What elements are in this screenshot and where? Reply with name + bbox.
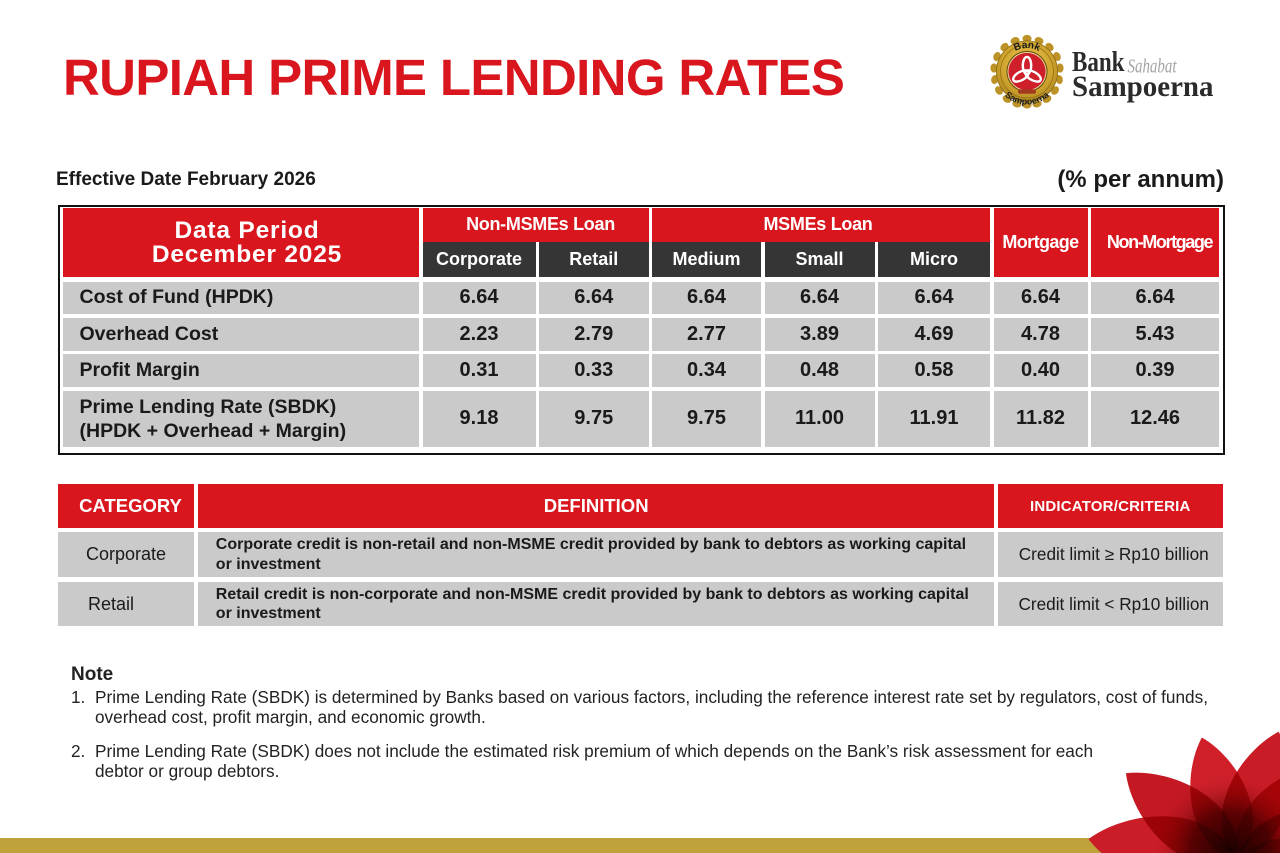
svg-text:Sahabat: Sahabat bbox=[1128, 56, 1177, 78]
svg-text:Bank: Bank bbox=[1072, 47, 1125, 78]
svg-text:Sampoerna: Sampoerna bbox=[1072, 70, 1214, 103]
